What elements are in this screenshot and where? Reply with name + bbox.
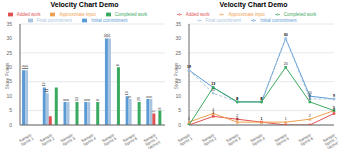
svg-text:1: 1	[188, 117, 190, 121]
svg-text:5: 5	[178, 107, 181, 113]
svg-text:SampleSprint 2: SampleSprint 2	[201, 132, 218, 147]
svg-text:3: 3	[152, 110, 156, 112]
svg-text:5: 5	[9, 107, 12, 113]
svg-text:0: 0	[178, 122, 181, 128]
svg-text:8: 8	[309, 97, 311, 101]
svg-text:SampleSprint 6: SampleSprint 6	[121, 132, 138, 147]
svg-text:10: 10	[8, 93, 12, 99]
svg-text:SampleSprint 4: SampleSprint 4	[249, 132, 266, 147]
html-text:Completed work: Completed work	[114, 12, 148, 17]
svg-text:8: 8	[158, 108, 162, 110]
svg-text:13: 13	[42, 83, 46, 87]
svg-text:3: 3	[212, 111, 215, 116]
svg-text:35: 35	[8, 21, 12, 27]
svg-text:30: 30	[107, 33, 111, 37]
svg-text:30: 30	[104, 33, 109, 38]
html-text:Initial commitment: Initial commitment	[91, 18, 128, 23]
html-text:Completed work: Completed work	[283, 12, 317, 17]
svg-text:8: 8	[83, 99, 88, 101]
svg-text:SampleSprint 2: SampleSprint 2	[39, 132, 56, 147]
svg-text:SampleSprint 6: SampleSprint 6	[297, 132, 314, 147]
svg-text:20: 20	[284, 62, 288, 66]
svg-text:25: 25	[175, 50, 181, 56]
svg-text:8: 8	[236, 97, 238, 101]
html-text:Approximate input: Approximate input	[228, 12, 265, 17]
svg-text:SampleSprint 5: SampleSprint 5	[273, 132, 290, 147]
svg-text:8: 8	[261, 97, 263, 101]
svg-text:SampleSprint 3: SampleSprint 3	[59, 132, 76, 147]
svg-text:0: 0	[9, 122, 12, 128]
svg-text:8: 8	[87, 99, 91, 101]
html-text:Final commitment: Final commitment	[205, 18, 242, 23]
svg-text:30: 30	[8, 35, 12, 41]
svg-text:8: 8	[66, 99, 70, 101]
svg-text:SampleSprint 1: SampleSprint 1	[18, 132, 35, 147]
svg-text:25: 25	[8, 50, 12, 56]
svg-text:1: 1	[261, 117, 263, 121]
svg-text:13: 13	[75, 97, 79, 101]
svg-text:8: 8	[116, 64, 120, 66]
svg-text:8: 8	[236, 97, 238, 101]
svg-text:20: 20	[137, 97, 141, 101]
svg-text:8: 8	[261, 97, 263, 101]
svg-text:1: 1	[285, 117, 287, 121]
svg-text:SampleSprint 7(active): SampleSprint 7(active)	[322, 132, 330, 149]
svg-text:10: 10	[125, 91, 129, 95]
svg-text:SampleSprint 4: SampleSprint 4	[80, 132, 97, 147]
svg-text:11: 11	[45, 89, 49, 93]
svg-text:8: 8	[261, 97, 263, 101]
svg-text:SampleSprint 5: SampleSprint 5	[101, 132, 118, 147]
svg-text:35: 35	[175, 21, 181, 27]
svg-text:1: 1	[236, 117, 238, 121]
html-text:Initial commitment: Initial commitment	[260, 18, 297, 23]
svg-text:19: 19	[21, 65, 26, 70]
svg-text:10: 10	[175, 93, 181, 99]
svg-text:SampleSprint 7(active): SampleSprint 7(active)	[142, 132, 161, 149]
svg-text:Story Points: Story Points	[173, 62, 179, 89]
svg-text:13: 13	[211, 82, 215, 86]
svg-text:30: 30	[284, 33, 288, 37]
html-text:Final commitment: Final commitment	[36, 18, 73, 23]
svg-text:11: 11	[211, 88, 215, 92]
html-text:Velocity Chart Demo: Velocity Chart Demo	[50, 1, 119, 8]
svg-text:9: 9	[149, 96, 153, 98]
svg-text:8: 8	[236, 97, 238, 101]
html-text:Approximate input: Approximate input	[59, 12, 96, 17]
html-text:Added work: Added work	[16, 12, 41, 17]
svg-text:8: 8	[96, 99, 100, 101]
svg-text:1: 1	[261, 117, 263, 121]
svg-text:SampleSprint 1: SampleSprint 1	[177, 132, 194, 147]
svg-text:19: 19	[25, 65, 29, 69]
svg-text:2: 2	[309, 114, 311, 118]
svg-text:8: 8	[63, 99, 67, 101]
svg-text:19: 19	[187, 65, 191, 69]
svg-text:9: 9	[128, 96, 132, 98]
svg-text:30: 30	[284, 33, 288, 37]
svg-text:19: 19	[187, 65, 191, 69]
svg-text:9: 9	[145, 96, 150, 98]
svg-text:13: 13	[211, 82, 215, 86]
html-text:Added work: Added work	[185, 12, 210, 17]
svg-text:SampleSprint 3: SampleSprint 3	[225, 132, 242, 147]
svg-text:Story Points: Story Points	[8, 62, 10, 89]
svg-text:30: 30	[175, 35, 181, 41]
svg-text:4: 4	[212, 108, 214, 112]
html-text:Velocity Chart Demo: Velocity Chart Demo	[219, 1, 288, 8]
